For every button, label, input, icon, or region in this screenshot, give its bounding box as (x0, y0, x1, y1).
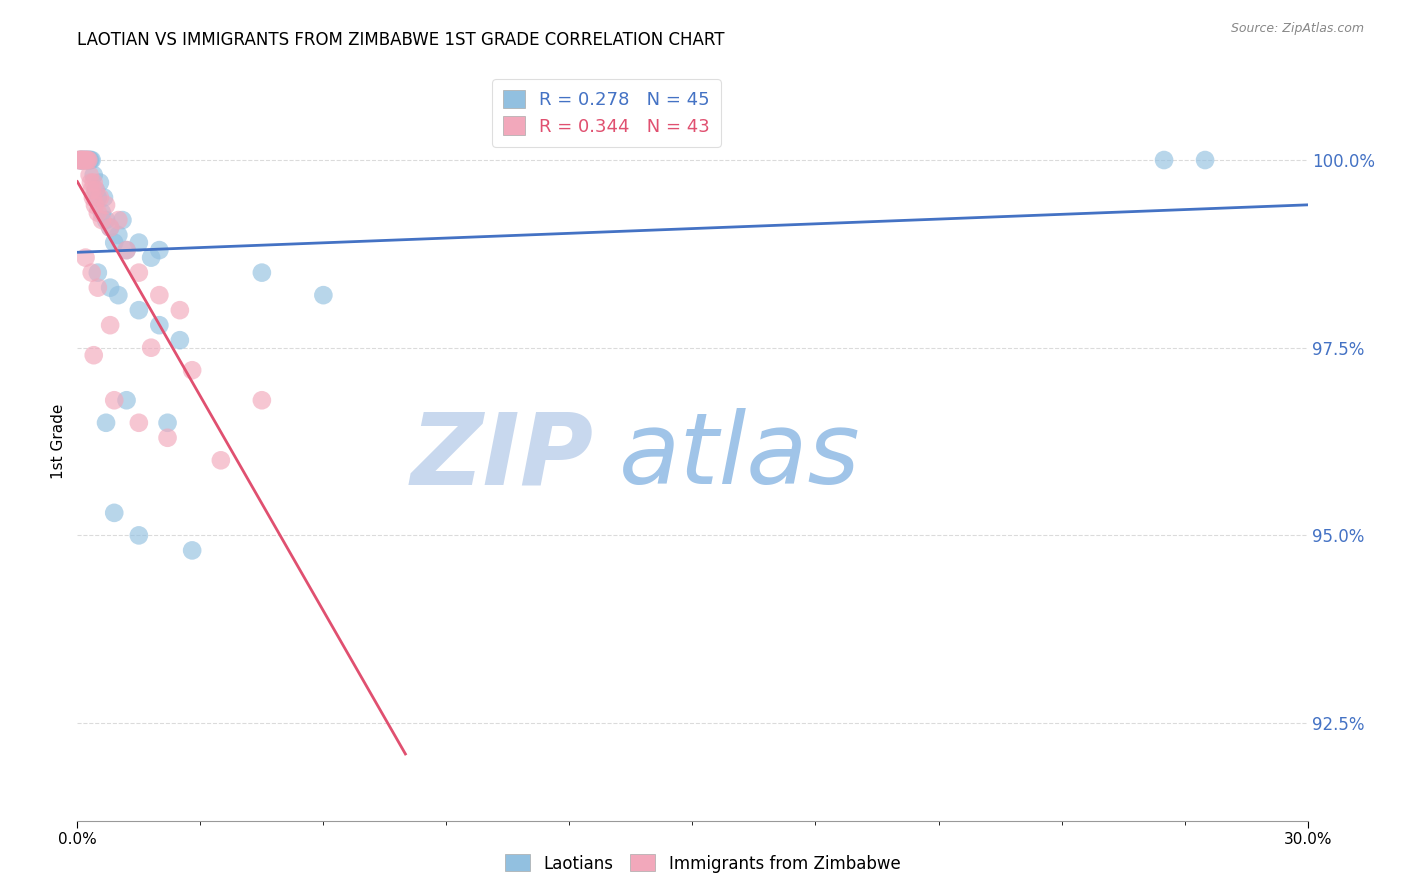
Point (87, 280, 110, 294)
Point (75, 153, 97, 167)
Text: LAOTIAN VS IMMIGRANTS FROM ZIMBABWE 1ST GRADE CORRELATION CHART: LAOTIAN VS IMMIGRANTS FROM ZIMBABWE 1ST … (77, 31, 725, 49)
Point (107, 213, 129, 227)
Point (103, 235, 125, 250)
Point (128, 235, 150, 250)
Point (94, 213, 117, 227)
Point (89, 190, 111, 204)
Point (128, 303, 150, 318)
Point (70, 153, 93, 167)
Point (87, 205, 110, 219)
Point (75, 153, 97, 167)
Point (169, 333, 191, 347)
Point (83, 348, 105, 362)
Point (73, 153, 96, 167)
Point (79, 153, 101, 167)
Point (67, 153, 90, 167)
Point (80, 153, 103, 167)
Point (72, 153, 94, 167)
Point (77, 153, 100, 167)
Point (103, 506, 125, 520)
Point (87, 190, 110, 204)
Point (67, 153, 90, 167)
Point (98, 280, 121, 294)
Point (128, 416, 150, 430)
Point (156, 431, 179, 445)
Point (98, 220, 121, 235)
Point (115, 393, 138, 408)
Y-axis label: 1st Grade: 1st Grade (51, 404, 66, 479)
Point (103, 393, 125, 408)
Point (98, 220, 121, 235)
Point (98, 318, 121, 333)
Point (75, 251, 97, 265)
Point (181, 363, 204, 377)
Point (84, 198, 107, 212)
Point (69, 153, 91, 167)
Point (250, 393, 273, 408)
Point (90, 213, 114, 227)
Point (70, 153, 93, 167)
Point (89, 176, 111, 190)
Point (209, 453, 232, 467)
Point (80, 176, 103, 190)
Point (82, 190, 104, 204)
Point (141, 251, 163, 265)
Point (72, 153, 94, 167)
Point (181, 543, 204, 558)
Point (148, 243, 170, 257)
Point (80, 183, 103, 197)
Point (69, 153, 91, 167)
Point (169, 303, 191, 318)
Point (94, 416, 117, 430)
Point (107, 288, 129, 302)
Point (107, 228, 129, 243)
Point (93, 190, 115, 204)
Point (250, 266, 273, 280)
Point (77, 153, 100, 167)
Point (75, 153, 97, 167)
Point (312, 288, 335, 302)
Point (84, 183, 107, 197)
Point (79, 168, 101, 182)
Point (156, 416, 179, 430)
Point (111, 213, 134, 227)
Point (70, 153, 93, 167)
Point (90, 205, 114, 219)
Point (67, 153, 90, 167)
Point (73, 153, 96, 167)
Point (1153, 153, 1175, 167)
Point (84, 183, 107, 197)
Point (83, 176, 105, 190)
Point (128, 266, 150, 280)
Point (148, 318, 170, 333)
Text: Source: ZipAtlas.com: Source: ZipAtlas.com (1230, 22, 1364, 36)
Point (80, 266, 103, 280)
Point (148, 288, 170, 302)
Point (83, 168, 105, 182)
Point (87, 266, 110, 280)
Point (76, 153, 98, 167)
Point (94, 198, 117, 212)
Point (70, 153, 93, 167)
Point (1194, 153, 1216, 167)
Text: ZIP: ZIP (411, 409, 595, 505)
Text: atlas: atlas (619, 409, 860, 505)
Point (128, 528, 150, 542)
Point (76, 153, 98, 167)
Point (115, 243, 138, 257)
Legend: Laotians, Immigrants from Zimbabwe: Laotians, Immigrants from Zimbabwe (499, 847, 907, 880)
Point (79, 153, 101, 167)
Point (75, 153, 97, 167)
Point (141, 341, 163, 355)
Point (72, 153, 94, 167)
Point (115, 243, 138, 257)
Legend: R = 0.278   N = 45, R = 0.344   N = 43: R = 0.278 N = 45, R = 0.344 N = 43 (492, 79, 721, 146)
Point (69, 153, 91, 167)
